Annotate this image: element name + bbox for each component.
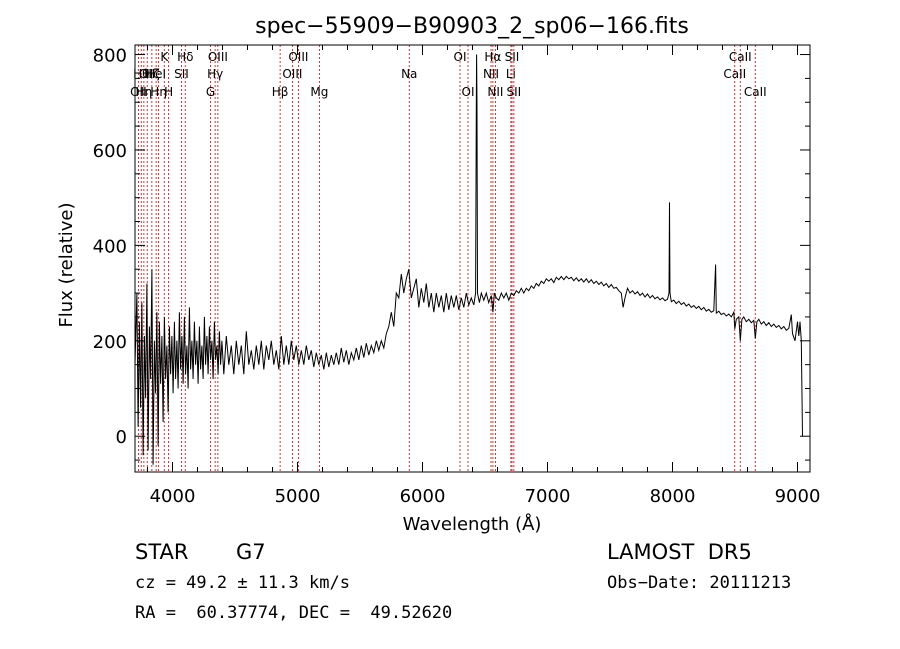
line-label-3: OII xyxy=(139,67,156,81)
line-label-4: Hζ xyxy=(144,67,160,81)
line-label-15: OIII xyxy=(282,67,302,81)
x-tick-label: 7000 xyxy=(525,486,571,507)
line-markers xyxy=(137,45,756,472)
x-axis-label: Wavelength (Å) xyxy=(403,513,542,535)
x-axis: 4000 5000 6000 7000 8000 9000 xyxy=(147,45,821,507)
y-tick-label: 800 xyxy=(93,46,127,67)
line-label-12: Hγ xyxy=(207,67,223,81)
y-tick-label: 0 xyxy=(116,427,127,448)
y-tick-label: 400 xyxy=(93,236,127,257)
line-label-2: Hη xyxy=(136,85,153,99)
y-tick-label: 200 xyxy=(93,332,127,353)
line-label-20: OI xyxy=(462,85,475,99)
line-label-22: Hα xyxy=(484,50,501,64)
y-tick-label: 600 xyxy=(93,141,127,162)
line-label-0: OII xyxy=(130,85,147,99)
line-label-13: OIII xyxy=(208,50,228,64)
line-label-10: Hδ xyxy=(177,50,193,64)
line-label-24: Li xyxy=(506,67,516,81)
line-label-18: Na xyxy=(401,67,417,81)
line-label-5: HeI xyxy=(146,67,166,81)
x-tick-label: 8000 xyxy=(650,486,696,507)
x-tick-label: 4000 xyxy=(150,486,196,507)
line-label-11: G xyxy=(206,85,215,99)
survey-name: LAMOST DR5 xyxy=(607,540,752,564)
object-class: STAR xyxy=(135,540,189,564)
line-label-28: CaII xyxy=(729,50,752,64)
line-label-27: CaII xyxy=(723,67,746,81)
redshift-velocity: cz = 49.2 ± 11.3 km/s xyxy=(135,573,350,593)
plot-frame xyxy=(134,44,811,473)
line-label-6: Hη xyxy=(150,85,167,99)
line-label-19: OI xyxy=(454,50,467,64)
chart-title: spec−55909−B90903_2_sp06−166.fits xyxy=(255,14,689,39)
line-label-9: SII xyxy=(174,67,189,81)
x-tick-label: 5000 xyxy=(275,486,321,507)
x-tick-label: 6000 xyxy=(400,486,446,507)
sky-coordinates: RA = 60.37774, DEC = 49.52620 xyxy=(135,603,453,623)
line-label-26: SII xyxy=(507,85,522,99)
line-label-23: NII xyxy=(487,85,503,99)
y-axis-label: Flux (relative) xyxy=(56,202,77,327)
line-label-17: Mg xyxy=(310,85,328,99)
line-label-7: K xyxy=(160,50,169,64)
line-label-29: CaII xyxy=(744,85,767,99)
plot-series xyxy=(134,54,803,465)
line-label-1: Hθ xyxy=(133,67,149,81)
line-label-16: OIII xyxy=(288,50,308,64)
x-tick-label: 9000 xyxy=(775,486,821,507)
line-label-14: Hβ xyxy=(272,85,289,99)
line-label-21: NII xyxy=(483,67,499,81)
observation-date: Obs−Date: 20111213 xyxy=(607,573,792,593)
object-subclass: G7 xyxy=(236,540,266,564)
line-label-8: H xyxy=(164,85,173,99)
y-axis: 0 200 400 600 800 xyxy=(93,46,810,461)
spectrum-series-0 xyxy=(134,54,803,465)
line-labels: OIIHθHηOIIHζHeIHηKHSIIHδGHγOIIIHβOIIIOII… xyxy=(130,50,767,99)
line-label-25: SII xyxy=(505,50,520,64)
